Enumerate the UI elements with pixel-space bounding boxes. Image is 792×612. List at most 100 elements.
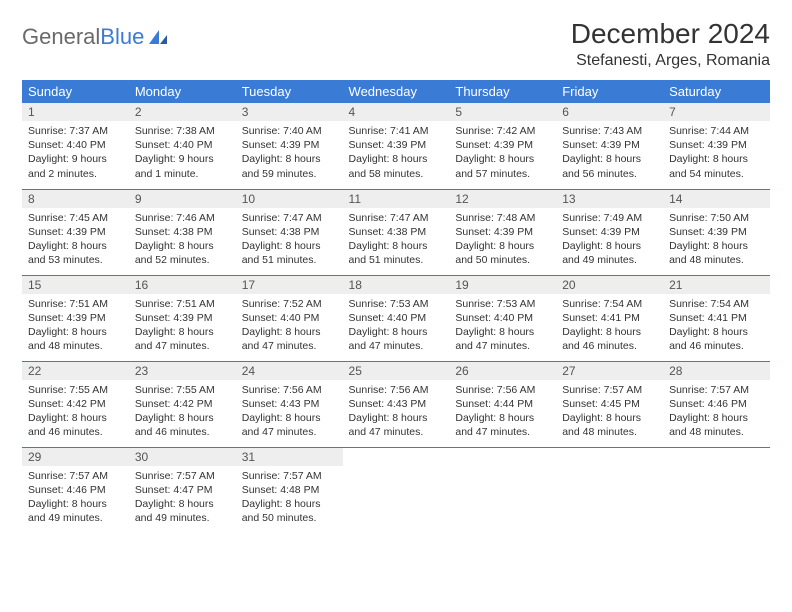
day-details: Sunrise: 7:53 AMSunset: 4:40 PMDaylight:… — [449, 294, 556, 358]
day-details: Sunrise: 7:41 AMSunset: 4:39 PMDaylight:… — [343, 121, 450, 185]
calendar-cell: 23Sunrise: 7:55 AMSunset: 4:42 PMDayligh… — [129, 361, 236, 447]
calendar-cell — [449, 447, 556, 533]
calendar-cell — [556, 447, 663, 533]
day-number: 9 — [129, 190, 236, 208]
day-details: Sunrise: 7:38 AMSunset: 4:40 PMDaylight:… — [129, 121, 236, 185]
weekday-header: Wednesday — [343, 80, 450, 103]
month-title: December 2024 — [571, 18, 770, 50]
calendar-cell: 16Sunrise: 7:51 AMSunset: 4:39 PMDayligh… — [129, 275, 236, 361]
day-details: Sunrise: 7:37 AMSunset: 4:40 PMDaylight:… — [22, 121, 129, 185]
day-details: Sunrise: 7:54 AMSunset: 4:41 PMDaylight:… — [663, 294, 770, 358]
calendar-cell: 25Sunrise: 7:56 AMSunset: 4:43 PMDayligh… — [343, 361, 450, 447]
day-details: Sunrise: 7:56 AMSunset: 4:43 PMDaylight:… — [236, 380, 343, 444]
day-number: 25 — [343, 362, 450, 380]
day-number: 21 — [663, 276, 770, 294]
weekday-header: Monday — [129, 80, 236, 103]
calendar-cell — [343, 447, 450, 533]
day-number: 11 — [343, 190, 450, 208]
day-number: 5 — [449, 103, 556, 121]
calendar-cell: 29Sunrise: 7:57 AMSunset: 4:46 PMDayligh… — [22, 447, 129, 533]
day-number: 16 — [129, 276, 236, 294]
day-number: 20 — [556, 276, 663, 294]
day-details: Sunrise: 7:51 AMSunset: 4:39 PMDaylight:… — [22, 294, 129, 358]
calendar-cell: 11Sunrise: 7:47 AMSunset: 4:38 PMDayligh… — [343, 189, 450, 275]
brand-logo: GeneralBlue — [22, 18, 169, 50]
day-number: 17 — [236, 276, 343, 294]
calendar-table: SundayMondayTuesdayWednesdayThursdayFrid… — [22, 80, 770, 533]
day-number: 4 — [343, 103, 450, 121]
day-number: 3 — [236, 103, 343, 121]
calendar-cell: 9Sunrise: 7:46 AMSunset: 4:38 PMDaylight… — [129, 189, 236, 275]
day-details: Sunrise: 7:54 AMSunset: 4:41 PMDaylight:… — [556, 294, 663, 358]
calendar-cell: 27Sunrise: 7:57 AMSunset: 4:45 PMDayligh… — [556, 361, 663, 447]
day-details: Sunrise: 7:57 AMSunset: 4:47 PMDaylight:… — [129, 466, 236, 530]
calendar-cell: 8Sunrise: 7:45 AMSunset: 4:39 PMDaylight… — [22, 189, 129, 275]
day-number: 12 — [449, 190, 556, 208]
calendar-cell: 7Sunrise: 7:44 AMSunset: 4:39 PMDaylight… — [663, 103, 770, 189]
day-number: 18 — [343, 276, 450, 294]
calendar-cell: 21Sunrise: 7:54 AMSunset: 4:41 PMDayligh… — [663, 275, 770, 361]
day-details: Sunrise: 7:52 AMSunset: 4:40 PMDaylight:… — [236, 294, 343, 358]
day-number: 1 — [22, 103, 129, 121]
day-details: Sunrise: 7:55 AMSunset: 4:42 PMDaylight:… — [129, 380, 236, 444]
calendar-cell: 30Sunrise: 7:57 AMSunset: 4:47 PMDayligh… — [129, 447, 236, 533]
day-details: Sunrise: 7:57 AMSunset: 4:45 PMDaylight:… — [556, 380, 663, 444]
day-number: 7 — [663, 103, 770, 121]
day-number: 28 — [663, 362, 770, 380]
calendar-cell: 19Sunrise: 7:53 AMSunset: 4:40 PMDayligh… — [449, 275, 556, 361]
calendar-cell: 31Sunrise: 7:57 AMSunset: 4:48 PMDayligh… — [236, 447, 343, 533]
weekday-header: Sunday — [22, 80, 129, 103]
day-details: Sunrise: 7:47 AMSunset: 4:38 PMDaylight:… — [236, 208, 343, 272]
day-number: 31 — [236, 448, 343, 466]
day-number: 13 — [556, 190, 663, 208]
day-details: Sunrise: 7:46 AMSunset: 4:38 PMDaylight:… — [129, 208, 236, 272]
brand-part1: General — [22, 24, 100, 50]
calendar-cell: 20Sunrise: 7:54 AMSunset: 4:41 PMDayligh… — [556, 275, 663, 361]
calendar-cell: 12Sunrise: 7:48 AMSunset: 4:39 PMDayligh… — [449, 189, 556, 275]
calendar-cell: 18Sunrise: 7:53 AMSunset: 4:40 PMDayligh… — [343, 275, 450, 361]
calendar-cell: 5Sunrise: 7:42 AMSunset: 4:39 PMDaylight… — [449, 103, 556, 189]
weekday-header: Tuesday — [236, 80, 343, 103]
logo-sail-icon — [147, 28, 169, 46]
day-number: 27 — [556, 362, 663, 380]
day-number: 24 — [236, 362, 343, 380]
day-details: Sunrise: 7:53 AMSunset: 4:40 PMDaylight:… — [343, 294, 450, 358]
calendar-cell: 28Sunrise: 7:57 AMSunset: 4:46 PMDayligh… — [663, 361, 770, 447]
calendar-cell: 13Sunrise: 7:49 AMSunset: 4:39 PMDayligh… — [556, 189, 663, 275]
day-number: 8 — [22, 190, 129, 208]
weekday-header: Thursday — [449, 80, 556, 103]
day-details: Sunrise: 7:51 AMSunset: 4:39 PMDaylight:… — [129, 294, 236, 358]
calendar-cell: 3Sunrise: 7:40 AMSunset: 4:39 PMDaylight… — [236, 103, 343, 189]
day-number: 19 — [449, 276, 556, 294]
day-number: 22 — [22, 362, 129, 380]
day-details: Sunrise: 7:49 AMSunset: 4:39 PMDaylight:… — [556, 208, 663, 272]
calendar-cell: 1Sunrise: 7:37 AMSunset: 4:40 PMDaylight… — [22, 103, 129, 189]
day-details: Sunrise: 7:56 AMSunset: 4:44 PMDaylight:… — [449, 380, 556, 444]
calendar-cell: 26Sunrise: 7:56 AMSunset: 4:44 PMDayligh… — [449, 361, 556, 447]
calendar-cell: 14Sunrise: 7:50 AMSunset: 4:39 PMDayligh… — [663, 189, 770, 275]
calendar-cell: 10Sunrise: 7:47 AMSunset: 4:38 PMDayligh… — [236, 189, 343, 275]
day-details: Sunrise: 7:45 AMSunset: 4:39 PMDaylight:… — [22, 208, 129, 272]
calendar-cell: 17Sunrise: 7:52 AMSunset: 4:40 PMDayligh… — [236, 275, 343, 361]
day-details: Sunrise: 7:48 AMSunset: 4:39 PMDaylight:… — [449, 208, 556, 272]
calendar-cell: 6Sunrise: 7:43 AMSunset: 4:39 PMDaylight… — [556, 103, 663, 189]
day-number: 6 — [556, 103, 663, 121]
day-number: 29 — [22, 448, 129, 466]
day-details: Sunrise: 7:43 AMSunset: 4:39 PMDaylight:… — [556, 121, 663, 185]
calendar-cell — [663, 447, 770, 533]
day-number: 30 — [129, 448, 236, 466]
day-number: 14 — [663, 190, 770, 208]
day-details: Sunrise: 7:57 AMSunset: 4:48 PMDaylight:… — [236, 466, 343, 530]
day-details: Sunrise: 7:55 AMSunset: 4:42 PMDaylight:… — [22, 380, 129, 444]
day-details: Sunrise: 7:44 AMSunset: 4:39 PMDaylight:… — [663, 121, 770, 185]
calendar-cell: 24Sunrise: 7:56 AMSunset: 4:43 PMDayligh… — [236, 361, 343, 447]
day-details: Sunrise: 7:50 AMSunset: 4:39 PMDaylight:… — [663, 208, 770, 272]
weekday-header: Saturday — [663, 80, 770, 103]
calendar-cell: 15Sunrise: 7:51 AMSunset: 4:39 PMDayligh… — [22, 275, 129, 361]
day-number: 26 — [449, 362, 556, 380]
location-subtitle: Stefanesti, Arges, Romania — [571, 52, 770, 70]
calendar-cell: 4Sunrise: 7:41 AMSunset: 4:39 PMDaylight… — [343, 103, 450, 189]
day-number: 15 — [22, 276, 129, 294]
weekday-header: Friday — [556, 80, 663, 103]
calendar-cell: 22Sunrise: 7:55 AMSunset: 4:42 PMDayligh… — [22, 361, 129, 447]
